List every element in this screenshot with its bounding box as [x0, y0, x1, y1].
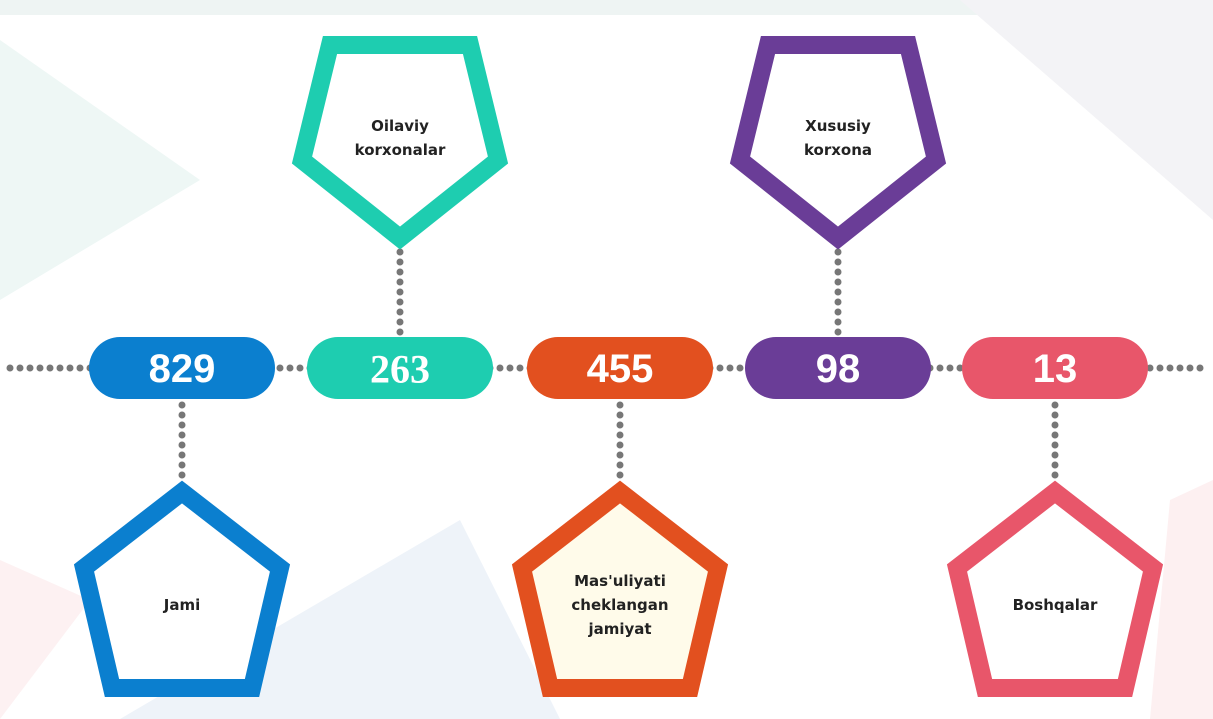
value: 263 — [370, 347, 430, 392]
label: jamiyat — [587, 620, 651, 638]
pill — [962, 337, 1148, 399]
pentagon — [511, 480, 729, 697]
pill — [89, 337, 275, 399]
label: Oilaviy — [371, 117, 429, 135]
item: Oilaviy korxonalar 263 — [291, 36, 509, 399]
label: Jami — [163, 596, 200, 614]
value: 455 — [587, 347, 654, 391]
pill — [745, 337, 931, 399]
label: korxona — [804, 141, 872, 159]
label: korxonalar — [355, 141, 446, 159]
pentagon — [291, 36, 509, 250]
value: 98 — [816, 347, 861, 391]
label: Xususiy — [805, 117, 871, 135]
label: cheklangan — [571, 596, 668, 614]
pentagon — [729, 36, 947, 250]
value: 13 — [1033, 347, 1078, 391]
pentagon — [946, 480, 1164, 697]
pill — [527, 337, 713, 399]
pentagon — [73, 480, 291, 697]
label: Boshqalar — [1013, 596, 1098, 614]
label: Mas'uliyati — [574, 572, 666, 590]
pill — [307, 337, 493, 399]
item: Boshqalar 13 — [946, 337, 1164, 697]
item: Mas'uliyati cheklangan jamiyat 455 — [511, 337, 729, 697]
item: Xususiy korxona 98 — [729, 36, 947, 399]
item: Jami 829 — [73, 337, 291, 697]
value: 829 — [149, 347, 216, 391]
